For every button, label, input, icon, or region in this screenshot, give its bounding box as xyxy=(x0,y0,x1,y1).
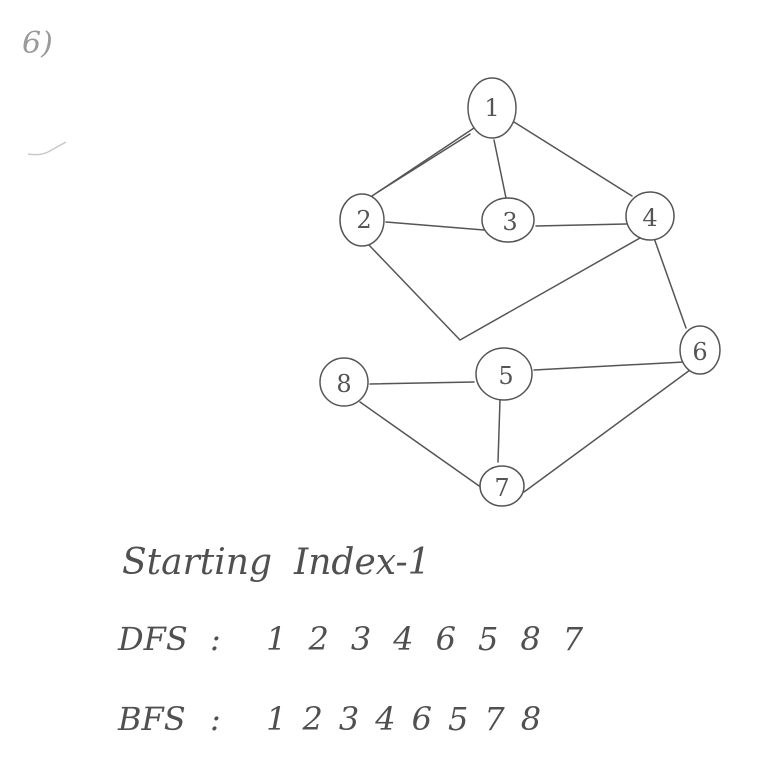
starting-label: Starting xyxy=(122,542,273,583)
edge-1-2-overstroke xyxy=(377,133,471,193)
edge-5-8 xyxy=(369,381,475,385)
graph-nodes: 1 2 3 4 5 6 7 8 xyxy=(319,77,721,507)
edge-6-7 xyxy=(523,369,691,493)
bfs-item: 6 xyxy=(411,700,438,738)
node-5: 5 xyxy=(475,347,533,401)
node-3: 3 xyxy=(481,197,535,243)
bfs-item: 3 xyxy=(338,700,366,738)
dfs-item: 4 xyxy=(393,620,420,658)
svg-text:4: 4 xyxy=(642,204,657,232)
edge-5-6 xyxy=(533,361,685,371)
edge-5-7 xyxy=(497,399,501,463)
dfs-item: 8 xyxy=(520,620,547,658)
node-8: 8 xyxy=(319,357,369,407)
dfs-item: 7 xyxy=(562,620,590,658)
bfs-item: 5 xyxy=(447,700,475,738)
svg-text:8: 8 xyxy=(336,370,351,398)
svg-text:7: 7 xyxy=(494,474,509,502)
bfs-item: 7 xyxy=(484,700,511,738)
dfs-label: DFS xyxy=(118,620,188,658)
starting-index-line: Starting Index-1 xyxy=(122,542,431,583)
bfs-item: 1 xyxy=(266,700,293,738)
edge-2-4 xyxy=(367,237,641,341)
starting-index-value: Index-1 xyxy=(294,542,431,583)
edge-8-7 xyxy=(359,401,483,489)
graph-edges xyxy=(359,121,691,493)
svg-text:6: 6 xyxy=(692,338,707,366)
node-6: 6 xyxy=(679,325,721,375)
edge-2-3 xyxy=(385,221,485,231)
check-mark-icon xyxy=(27,141,67,156)
dfs-colon: : xyxy=(210,620,221,658)
dfs-item: 3 xyxy=(350,620,378,658)
svg-text:2: 2 xyxy=(356,206,371,234)
bfs-item: 4 xyxy=(375,700,402,738)
dfs-item: 6 xyxy=(435,620,462,658)
bfs-item: 2 xyxy=(302,700,329,738)
node-7: 7 xyxy=(479,465,525,507)
node-2: 2 xyxy=(339,193,385,247)
dfs-item: 5 xyxy=(477,620,505,658)
edge-3-4 xyxy=(535,223,627,227)
problem-number: 6) xyxy=(22,26,53,61)
node-4: 4 xyxy=(625,191,675,241)
svg-text:5: 5 xyxy=(498,362,513,390)
node-1: 1 xyxy=(467,77,517,139)
edge-1-3 xyxy=(493,139,507,199)
bfs-colon: : xyxy=(210,700,221,738)
svg-text:3: 3 xyxy=(502,208,517,236)
dfs-item: 2 xyxy=(308,620,335,658)
svg-text:1: 1 xyxy=(484,94,499,122)
edge-1-4 xyxy=(513,121,633,197)
edge-4-6 xyxy=(653,237,687,329)
bfs-label: BFS xyxy=(118,700,186,738)
dfs-item: 1 xyxy=(266,620,293,658)
bfs-item: 8 xyxy=(520,700,548,738)
